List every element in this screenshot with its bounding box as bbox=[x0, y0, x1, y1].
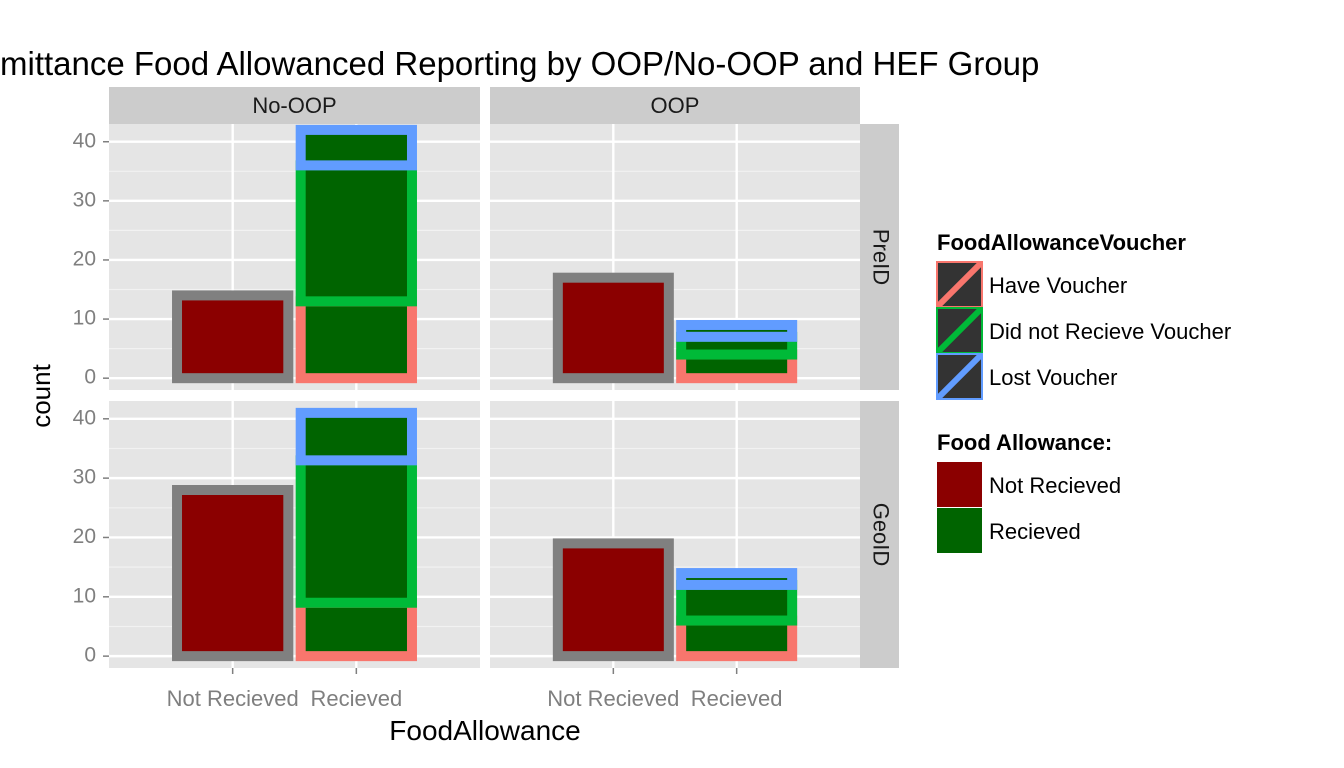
legend-key-slash bbox=[935, 352, 984, 401]
legend-item-label: Have Voucher bbox=[989, 273, 1127, 298]
y-tick-label: 20 bbox=[73, 248, 96, 271]
facet-strip bbox=[109, 87, 480, 124]
bar-segment bbox=[552, 272, 674, 384]
x-tick-label: Not Recieved bbox=[167, 686, 299, 711]
y-tick-label: 20 bbox=[73, 525, 96, 548]
facet-panel: Not Recieved Recieved bbox=[490, 401, 860, 711]
facet-strip-label: GeoID bbox=[869, 503, 894, 567]
panel-background bbox=[109, 401, 480, 668]
facet-panels: No-OOP OOP PreID GeoID 0 10 20 30 40 0 10 20 30 40 Not… bbox=[73, 87, 899, 711]
bar-segment bbox=[676, 615, 798, 662]
y-tick-label: 40 bbox=[73, 129, 96, 152]
legend-item-label: Not Recieved bbox=[989, 473, 1121, 498]
bar-segment bbox=[172, 290, 294, 384]
facet-panel: 0 10 20 30 40 Not Recieved Recieved bbox=[73, 401, 480, 711]
y-tick-label: 30 bbox=[73, 188, 96, 211]
bar-segment bbox=[676, 319, 798, 342]
x-axis-label: FoodAllowance bbox=[389, 715, 580, 746]
bar-segment bbox=[676, 579, 798, 626]
y-axis-label: count bbox=[26, 363, 56, 427]
legend-key bbox=[937, 508, 982, 553]
bar-segment bbox=[295, 455, 417, 608]
facet-strip bbox=[860, 401, 899, 668]
bar-segment bbox=[295, 296, 417, 384]
bar-segment bbox=[552, 538, 674, 662]
bar-segment bbox=[295, 160, 417, 307]
legend-item-label: Lost Voucher bbox=[989, 365, 1117, 390]
y-tick-label: 0 bbox=[84, 644, 96, 667]
y-tick-label: 10 bbox=[73, 584, 96, 607]
legend-key-slash bbox=[935, 306, 984, 355]
legend-title: Food Allowance: bbox=[937, 430, 1112, 455]
bar-segment bbox=[295, 407, 417, 466]
legend-key-slash bbox=[935, 260, 984, 309]
legend-title: FoodAllowanceVoucher bbox=[937, 230, 1186, 255]
panel-background bbox=[490, 124, 860, 390]
legend-item-label: Recieved bbox=[989, 519, 1081, 544]
y-tick-label: 30 bbox=[73, 466, 96, 489]
y-tick-label: 0 bbox=[84, 366, 96, 389]
chart-title: mittance Food Allowanced Reporting by OO… bbox=[0, 45, 1039, 82]
facet-panel bbox=[490, 124, 860, 390]
x-tick-label: Recieved bbox=[310, 686, 402, 711]
facet-strip bbox=[490, 87, 860, 124]
facet-strip-label: OOP bbox=[651, 93, 700, 118]
panel-background bbox=[109, 124, 480, 390]
y-tick-label: 40 bbox=[73, 406, 96, 429]
facet-strip-label: PreID bbox=[869, 229, 894, 285]
facet-panel: 0 10 20 30 40 bbox=[73, 124, 480, 390]
facet-strip bbox=[860, 124, 899, 390]
legend-item-label: Did not Recieve Voucher bbox=[989, 319, 1231, 344]
facet-strip-label: No-OOP bbox=[252, 93, 336, 118]
x-tick-label: Not Recieved bbox=[547, 686, 679, 711]
panel-background bbox=[490, 401, 860, 668]
bar-segment bbox=[676, 568, 798, 590]
x-tick-label: Recieved bbox=[691, 686, 783, 711]
legend-key bbox=[937, 462, 982, 507]
bar-segment bbox=[295, 124, 417, 171]
bar-segment bbox=[295, 597, 417, 662]
legend: FoodAllowanceVoucher Have Voucher Did not … bbox=[935, 230, 1231, 553]
bar-segment bbox=[172, 485, 294, 662]
y-tick-label: 10 bbox=[73, 307, 96, 330]
